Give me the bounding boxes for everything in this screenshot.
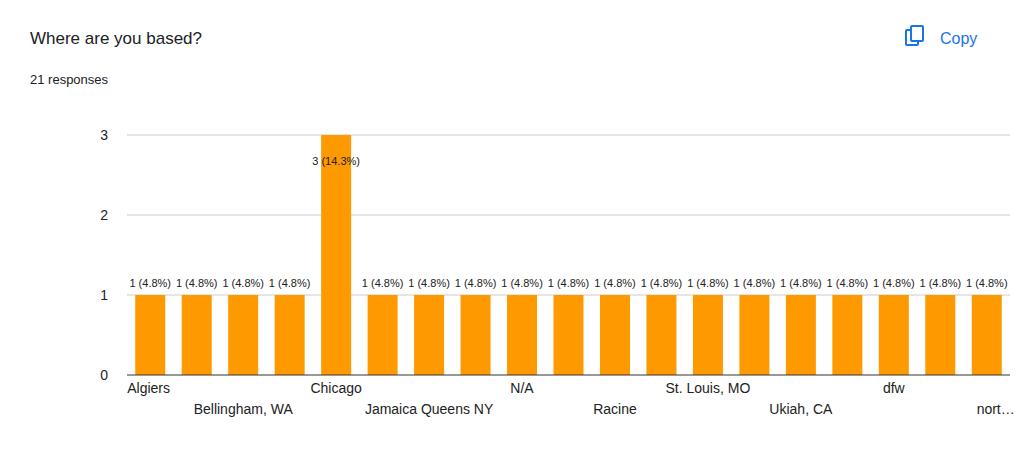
data-label: 1 (4.8%) bbox=[734, 277, 776, 289]
data-label: 1 (4.8%) bbox=[548, 277, 590, 289]
x-tick-label: nort… bbox=[977, 401, 1015, 417]
data-label: 1 (4.8%) bbox=[362, 277, 404, 289]
bar bbox=[461, 295, 491, 375]
subtitle: 21 responses bbox=[30, 72, 109, 87]
x-tick-label: Ukiah, CA bbox=[769, 401, 833, 417]
bar bbox=[228, 295, 258, 375]
x-tick-label: N/A bbox=[510, 380, 534, 396]
bar bbox=[925, 295, 955, 375]
x-tick-label: dfw bbox=[883, 380, 906, 396]
bar bbox=[646, 295, 676, 375]
grid-line bbox=[127, 215, 1010, 216]
x-tick-label: Algiers bbox=[127, 380, 170, 396]
bar bbox=[972, 295, 1002, 375]
bar bbox=[368, 295, 398, 375]
x-axis-line bbox=[127, 375, 1010, 376]
y-tick-label: 3 bbox=[100, 127, 108, 143]
data-label: 1 (4.8%) bbox=[594, 277, 636, 289]
grid bbox=[127, 135, 1010, 295]
data-label: 1 (4.8%) bbox=[873, 277, 915, 289]
y-tick-label: 0 bbox=[100, 367, 108, 383]
x-tick-label: St. Louis, MO bbox=[666, 380, 751, 396]
bar bbox=[693, 295, 723, 375]
data-label: 1 (4.8%) bbox=[966, 277, 1008, 289]
chart-root: Where are you based? 21 responses Copy 0 1 2 3… bbox=[0, 0, 1024, 472]
chart: Where are you based? 21 responses Copy 0 1 2 3… bbox=[0, 0, 1024, 472]
bar bbox=[182, 295, 212, 375]
copy-button[interactable]: Copy bbox=[906, 26, 977, 47]
x-axis: Algiers Bellingham, WA ChicagoJamaica Quee… bbox=[127, 380, 1015, 417]
bar bbox=[832, 295, 862, 375]
data-labels: 1 (4.8%) 1 (4.8%) 1 (4.8%) 1 (4.8%) 3 (14.3%… bbox=[129, 155, 1007, 289]
data-label: 1 (4.8%) bbox=[780, 277, 822, 289]
bar bbox=[414, 295, 444, 375]
bar bbox=[879, 295, 909, 375]
bars bbox=[135, 135, 1002, 375]
data-label: 3 (14.3%) bbox=[312, 155, 360, 167]
data-label: 1 (4.8%) bbox=[687, 277, 729, 289]
data-label: 1 (4.8%) bbox=[129, 277, 171, 289]
bar bbox=[786, 295, 816, 375]
data-label: 1 (4.8%) bbox=[827, 277, 869, 289]
y-axis: 0 1 2 3 bbox=[100, 127, 108, 383]
bar bbox=[554, 295, 584, 375]
bar bbox=[507, 295, 537, 375]
y-tick-label: 2 bbox=[100, 207, 108, 223]
bar bbox=[600, 295, 630, 375]
copy-label[interactable]: Copy bbox=[940, 30, 977, 47]
data-label: 1 (4.8%) bbox=[455, 277, 497, 289]
data-label: 1 (4.8%) bbox=[641, 277, 683, 289]
copy-icon-front bbox=[911, 26, 923, 41]
x-tick-label: Chicago bbox=[310, 380, 362, 396]
data-label: 1 (4.8%) bbox=[176, 277, 218, 289]
grid-line bbox=[127, 135, 1010, 136]
x-tick-label: Jamaica Queens NY bbox=[365, 401, 494, 417]
data-label: 1 (4.8%) bbox=[408, 277, 450, 289]
data-label: 1 (4.8%) bbox=[222, 277, 264, 289]
data-label: 1 (4.8%) bbox=[501, 277, 543, 289]
y-tick-label: 1 bbox=[100, 287, 108, 303]
bar bbox=[321, 135, 351, 375]
bar bbox=[275, 295, 305, 375]
x-tick-label: Bellingham, WA bbox=[194, 401, 294, 417]
bar bbox=[135, 295, 165, 375]
title: Where are you based? bbox=[30, 29, 202, 48]
bar bbox=[739, 295, 769, 375]
x-tick-label: Racine bbox=[593, 401, 637, 417]
data-label: 1 (4.8%) bbox=[920, 277, 962, 289]
data-label: 1 (4.8%) bbox=[269, 277, 311, 289]
